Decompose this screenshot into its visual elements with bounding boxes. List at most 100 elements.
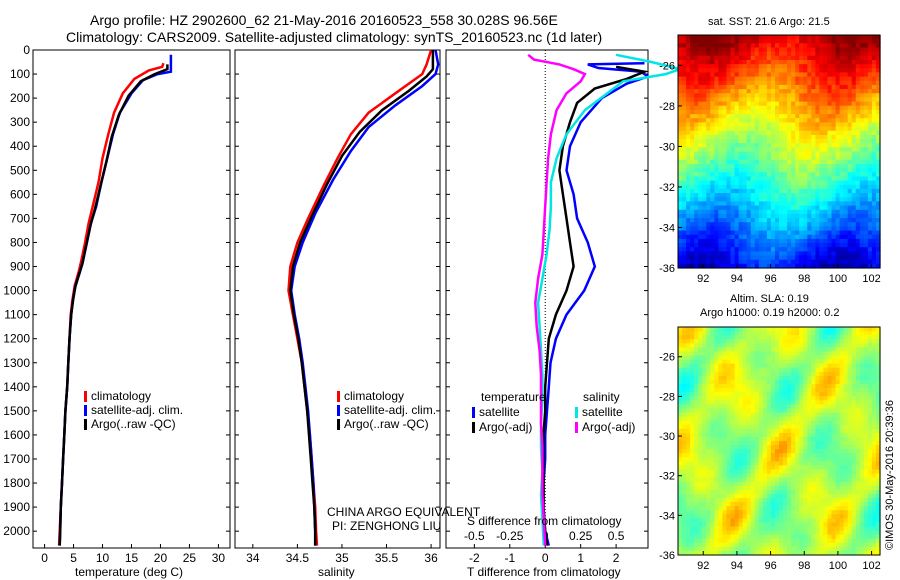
sla-map-cell [738, 355, 744, 361]
sst-map-cell [823, 247, 829, 252]
sst-map-cell [783, 172, 788, 178]
sla-map-cell [766, 461, 772, 467]
sst-map-cell [762, 105, 768, 111]
sst-map-cell [787, 109, 792, 115]
sla-map-cell [718, 522, 724, 528]
sst-map-cell [855, 226, 861, 232]
sla-map-cell [754, 416, 760, 422]
sst-map-cell [791, 238, 796, 244]
sst-map-cell [831, 109, 837, 115]
sla-map-cell [678, 400, 683, 405]
sst-map-cell [795, 226, 800, 232]
sst-map-cell [710, 226, 715, 232]
sst-map-cell [710, 205, 715, 211]
sla-map-cell [738, 441, 744, 446]
sst-map-cell [758, 243, 764, 248]
sst-map-cell [871, 238, 877, 244]
sst-map-cell [718, 51, 724, 57]
sla-map-cell [694, 481, 699, 487]
sst-map-cell [819, 139, 825, 144]
sla-map-cell [686, 388, 691, 393]
sst-map-cell [803, 97, 808, 103]
sla-map-cell [690, 469, 695, 475]
sst-map-cell [682, 209, 687, 215]
sla-map-cell [762, 388, 768, 393]
sst-map-cell [811, 97, 816, 103]
sla-map-cell [730, 379, 736, 385]
sst-map-cell [710, 172, 715, 178]
sst-map-cell [799, 188, 804, 194]
sla-map-cell [678, 335, 683, 340]
sst-map-cell [811, 55, 816, 61]
sst-map-cell [855, 122, 861, 128]
sst-map-cell [811, 35, 816, 40]
depth-tick-label: 1200 [3, 332, 30, 346]
sla-map-cell [722, 412, 728, 418]
sla-map-cell [682, 489, 687, 495]
sst-map-cell [754, 109, 760, 115]
sla-map-cell [722, 485, 728, 491]
sst-map-cell [791, 159, 796, 165]
sla-map-cell [799, 379, 804, 385]
sst-map-cell [754, 168, 760, 173]
sst-map-cell [734, 72, 740, 78]
sla-map-cell [682, 327, 687, 332]
sst-map-cell [823, 243, 829, 248]
sst-map-cell [791, 47, 796, 53]
sst-map-cell [847, 151, 853, 157]
sla-map-cell [758, 502, 764, 507]
sla-map-cell [807, 339, 812, 344]
sst-map-cell [718, 134, 724, 140]
sst-map-cell [738, 126, 744, 132]
sst-map-cell [698, 209, 703, 215]
sst-map-cell [827, 155, 833, 161]
sla-map-cell [750, 343, 756, 348]
sst-map-cell [686, 64, 691, 69]
sst-map-cell [706, 43, 711, 49]
sla-map-cell [726, 445, 732, 450]
sst-map-cell [827, 222, 833, 227]
sla-map-cell [787, 481, 792, 487]
sst-map-cell [734, 64, 740, 69]
sst-map-cell [855, 143, 861, 148]
sst-map-cell [746, 180, 752, 186]
sla-map-cell [710, 514, 715, 519]
sla-map-cell [726, 489, 732, 495]
sst-map-cell [791, 251, 796, 257]
sst-map-cell [754, 263, 760, 269]
sst-map-cell [851, 180, 857, 186]
sla-map-cell [694, 534, 699, 540]
sst-map-cell [807, 147, 812, 153]
sst-map-cell [770, 68, 776, 74]
sla-map-cell [690, 359, 695, 365]
sla-map-cell [718, 514, 724, 519]
sst-map-cell [787, 134, 792, 140]
sst-map-cell [876, 114, 881, 119]
sla-map-cell [775, 465, 780, 471]
sla-map-cell [762, 489, 768, 495]
sst-map-cell [766, 105, 772, 111]
sst-map-cell [839, 114, 845, 119]
sst-map-cell [770, 89, 776, 94]
sla-map-cell [726, 461, 732, 467]
sla-map-cell [742, 371, 748, 377]
sst-map-cell [686, 259, 691, 265]
sst-map-cell [835, 243, 841, 248]
sst-map-cell [795, 205, 800, 211]
sla-map-cell [694, 355, 699, 361]
sst-map-cell [779, 76, 784, 82]
sla-map-cell [779, 538, 784, 544]
sla-map-cell [775, 392, 780, 397]
sst-map-cell [839, 180, 845, 186]
sst-map-cell [694, 68, 699, 74]
sla-map-cell [714, 445, 720, 450]
sst-map-cell [722, 238, 728, 244]
sla-map-cell [702, 485, 707, 491]
sla-map-cell [738, 331, 744, 336]
sst-map-cell [726, 118, 732, 123]
sla-map-cell [690, 530, 695, 536]
sst-map-cell [779, 55, 784, 61]
sla-map-cell [807, 477, 812, 483]
sst-map-cell [750, 151, 756, 157]
sla-map-cell [787, 449, 792, 454]
